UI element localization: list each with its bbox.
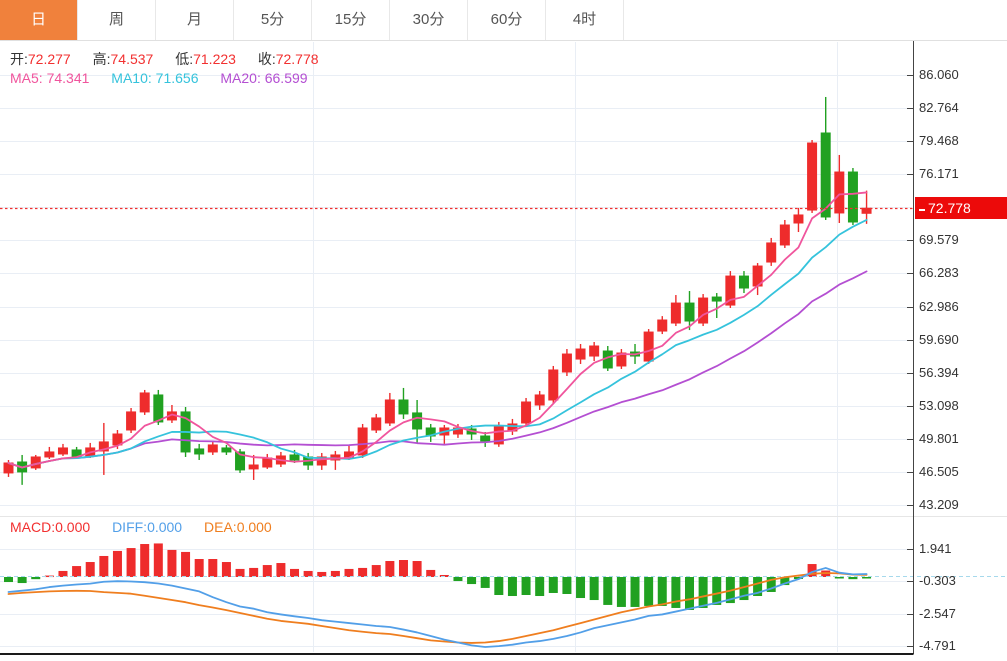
dea-value: 0.000 [236, 519, 272, 535]
price-axis-tick: 46.505 [919, 463, 959, 479]
price-axis-tick: 66.283 [919, 265, 959, 281]
ma5-label: MA5: [10, 70, 43, 86]
price-axis-tick: 56.394 [919, 364, 959, 380]
low-value: 71.223 [193, 51, 236, 67]
tab-week[interactable]: 周 [78, 0, 156, 40]
tab-month[interactable]: 月 [156, 0, 234, 40]
tab-60min[interactable]: 60分 [468, 0, 546, 40]
diff-label: DIFF: [112, 519, 148, 535]
ma5-value: 74.341 [46, 70, 90, 86]
tab-15min[interactable]: 15分 [312, 0, 390, 40]
macd-axis-tick: -2.547 [919, 605, 956, 621]
ohlc-readout: 开:72.277 高:74.537 低:71.223 收:72.778 [10, 49, 337, 69]
ma20-value: 66.599 [264, 70, 308, 86]
price-axis-tick: 53.098 [919, 397, 959, 413]
price-tick-dash [919, 208, 925, 211]
open-value: 72.277 [27, 51, 71, 67]
close-value: 72.778 [275, 51, 319, 67]
macd-axis-tick: 1.941 [919, 541, 952, 557]
macd-label: MACD: [10, 519, 56, 535]
ma10-value: 71.656 [155, 70, 199, 86]
price-axis-tick: 79.468 [919, 133, 959, 149]
diff-value: 0.000 [147, 519, 183, 535]
price-axis-tick: 49.801 [919, 430, 959, 446]
timeframe-toolbar: 日 周 月 5分 15分 30分 60分 4时 [0, 0, 1007, 41]
tab-4hour[interactable]: 4时 [546, 0, 624, 40]
close-label: 收: [257, 51, 276, 67]
current-price-value: 72.778 [928, 200, 971, 217]
macd-axis-tick: -4.791 [919, 637, 956, 653]
macd-value: 0.000 [55, 519, 91, 535]
price-axis-tick: 62.986 [919, 298, 959, 314]
ma10-label: MA10: [111, 70, 152, 86]
price-axis-tick: 59.690 [919, 331, 959, 347]
tab-5min[interactable]: 5分 [234, 0, 312, 40]
macd-readout: MACD:0.000 DIFF:0.000 DEA:0.000 [10, 519, 290, 535]
price-axis-tick: 86.060 [919, 67, 959, 82]
price-axis-tick: 76.171 [919, 166, 959, 182]
price-axis-tick: 43.209 [919, 496, 959, 512]
dea-label: DEA: [204, 519, 237, 535]
low-label: 低: [175, 51, 194, 67]
ma-readout: MA5: 74.341 MA10: 71.656 MA20: 66.599 [10, 70, 326, 86]
tab-30min[interactable]: 30分 [390, 0, 468, 40]
ma20-label: MA20: [220, 70, 261, 86]
high-value: 74.537 [110, 51, 154, 67]
tab-day[interactable]: 日 [0, 0, 78, 40]
current-price-tag: 72.778 [915, 197, 1007, 220]
price-axis-tick: 69.579 [919, 232, 959, 248]
high-label: 高: [92, 51, 111, 67]
open-label: 开: [10, 51, 28, 67]
macd-axis-tick: -0.303 [919, 573, 956, 589]
price-axis-tick: 82.764 [919, 100, 959, 116]
